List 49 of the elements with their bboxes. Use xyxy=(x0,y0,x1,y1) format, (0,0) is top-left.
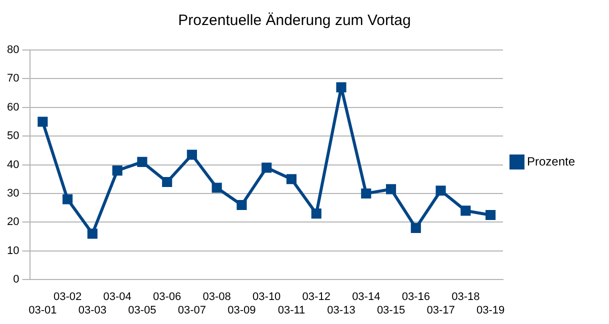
x-tick-label: 03-09 xyxy=(228,304,256,316)
legend-label: Prozente xyxy=(526,154,576,168)
x-tick-label: 03-10 xyxy=(252,291,281,304)
x-tick-label: 03-07 xyxy=(178,304,206,316)
x-tick-label: 03-05 xyxy=(128,304,156,316)
point xyxy=(62,194,73,204)
point xyxy=(38,116,48,127)
point xyxy=(410,222,421,233)
x-tick-label: 03-03 xyxy=(78,304,107,316)
y-tick-label: 40 xyxy=(6,158,20,171)
point xyxy=(361,188,372,199)
y-tick-label: 70 xyxy=(6,72,20,85)
point xyxy=(286,174,297,184)
y-tick-label: 80 xyxy=(6,44,20,56)
point xyxy=(236,200,247,210)
x-tick-label: 03-06 xyxy=(153,291,182,304)
point xyxy=(436,186,446,196)
point xyxy=(186,150,197,160)
point xyxy=(386,184,396,194)
x-tick-label: 03-04 xyxy=(103,291,132,304)
x-tick-label: 03-08 xyxy=(202,291,231,304)
point xyxy=(485,210,496,220)
y-tick-label: 0 xyxy=(13,274,20,286)
x-tick-label: 03-02 xyxy=(53,291,82,304)
x-tick-label: 03-12 xyxy=(302,291,330,304)
y-tick-label: 50 xyxy=(6,130,20,142)
point xyxy=(311,208,322,219)
point xyxy=(112,166,122,176)
x-tick-label: 03-15 xyxy=(376,304,406,316)
chart-title: Prozentuelle Änderung zum Vortag xyxy=(178,12,411,30)
point xyxy=(162,176,172,188)
point xyxy=(212,182,222,193)
point xyxy=(262,162,272,173)
x-tick-label: 03-11 xyxy=(278,304,306,316)
x-tick-label: 03-16 xyxy=(402,291,430,304)
x-tick-label: 03-14 xyxy=(352,291,380,304)
x-tick-label: 03-19 xyxy=(476,304,505,316)
point xyxy=(336,82,346,92)
y-tick-label: 60 xyxy=(6,101,20,114)
x-tick-label: 03-13 xyxy=(327,304,356,316)
y-tick-label: 20 xyxy=(6,216,20,228)
x-tick-label: 03-18 xyxy=(452,291,480,304)
x-tick-label: 03-17 xyxy=(426,304,455,316)
y-tick-label: 10 xyxy=(6,244,20,257)
point xyxy=(137,156,148,167)
point xyxy=(87,228,98,239)
point xyxy=(460,206,471,216)
y-tick-label: 30 xyxy=(6,188,20,200)
x-tick-label: 03-01 xyxy=(28,304,57,316)
